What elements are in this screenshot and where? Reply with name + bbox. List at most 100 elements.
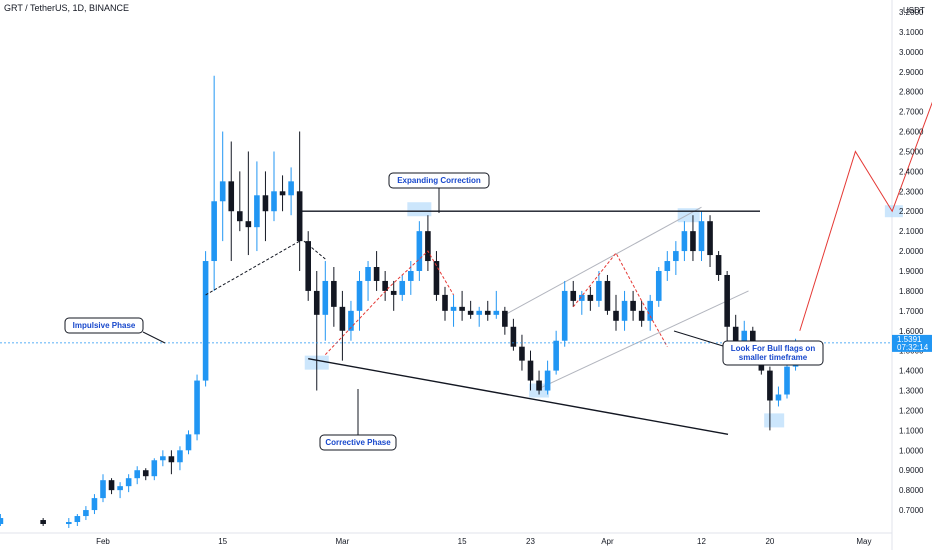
candle-body	[493, 310, 500, 315]
y-tick-label: 2.7000	[899, 108, 924, 117]
y-tick-label: 2.4000	[899, 167, 924, 176]
y-tick-label: 2.9000	[899, 68, 924, 77]
candle-body	[519, 346, 525, 361]
y-tick-label: 0.8000	[899, 486, 924, 495]
touch-highlight	[764, 413, 785, 428]
candle-body	[467, 310, 474, 315]
candle-body	[194, 380, 200, 435]
candle-body	[66, 522, 72, 525]
price-tag	[892, 334, 932, 352]
candle-body	[408, 270, 414, 281]
candle-body	[168, 456, 175, 463]
candle-body	[630, 300, 636, 311]
candle-body	[142, 470, 149, 477]
candle-body	[339, 306, 346, 331]
candle-body	[613, 310, 619, 321]
countdown-label: 07:32:14	[897, 343, 929, 352]
candles-layer	[0, 75, 799, 528]
callout-box	[64, 317, 144, 334]
candle-body	[442, 294, 448, 311]
candle-body	[553, 340, 559, 371]
y-tick-label: 2.5000	[899, 147, 924, 156]
y-tick-label: 0.9000	[899, 466, 924, 475]
candle-body	[228, 181, 235, 212]
candle-body	[0, 518, 4, 525]
y-tick-label: 2.1000	[899, 227, 924, 236]
candle-body	[399, 280, 406, 295]
y-tick-label: 1.8000	[899, 287, 924, 296]
candle-body	[784, 366, 790, 395]
candle-body	[690, 231, 696, 252]
candle-body	[724, 274, 730, 327]
candle-body	[177, 450, 183, 463]
candle-body	[305, 241, 311, 291]
y-tick-label: 1.6000	[899, 327, 924, 336]
candle-body	[322, 280, 329, 315]
candle-body	[647, 300, 653, 321]
currency-label: USDT	[903, 6, 925, 15]
x-tick-label: 23	[526, 537, 535, 546]
touch-highlight	[884, 205, 903, 218]
dashed-wave-red	[572, 252, 668, 347]
y-tick-label: 1.1000	[899, 426, 924, 435]
support-line	[308, 357, 729, 436]
x-tick-label: 12	[697, 537, 706, 546]
candle-body	[544, 370, 551, 391]
callout-box	[388, 172, 490, 189]
candle-body	[40, 520, 46, 525]
drawings-layer	[0, 101, 932, 436]
y-axis: 3.2000 3.1000 3.0000 2.9000 2.8000 2.7000 2.60…	[892, 6, 932, 515]
candle-body	[767, 370, 773, 401]
candle-body	[732, 326, 739, 341]
touch-highlight	[407, 202, 432, 217]
y-tick-label: 0.7000	[899, 506, 924, 515]
candle-body	[279, 191, 286, 196]
x-axis: Feb 15 Mar 15 23 Apr 12 20 May	[96, 537, 871, 546]
candle-body	[254, 195, 260, 228]
candle-body	[100, 480, 106, 499]
candle-body	[459, 306, 465, 311]
y-tick-label: 1.2000	[899, 406, 924, 415]
y-tick-label: 1.7000	[899, 307, 924, 316]
candle-body	[715, 255, 722, 275]
candle-body	[433, 261, 440, 295]
candle-body	[365, 267, 371, 281]
callouts-layer: Impulsive Phase Expanding Correction Corre…	[64, 172, 824, 451]
callout-text: Impulsive Phase	[73, 321, 136, 330]
chart-title: GRT / TetherUS, 1D, BINANCE	[4, 3, 130, 13]
highlight-layer	[304, 202, 903, 428]
candle-body	[262, 195, 269, 212]
candle-body	[117, 486, 123, 491]
y-tick-label: 1.3000	[899, 387, 924, 396]
x-tick-label: Feb	[96, 537, 110, 546]
y-tick-label: 2.2000	[899, 207, 924, 216]
candle-body	[219, 181, 226, 202]
candle-body	[83, 510, 89, 517]
corrective-phase-callout: Corrective Phase	[319, 389, 397, 451]
expanding-correction-callout: Expanding Correction	[388, 172, 490, 213]
candle-body	[202, 261, 209, 381]
candle-body	[681, 231, 688, 252]
x-tick-label: 20	[765, 537, 774, 546]
dashed-wave-red	[324, 250, 454, 356]
dashed-wave-line	[205, 240, 300, 296]
candle-body	[510, 326, 517, 347]
candle-body	[134, 470, 140, 479]
callout-text: Expanding Correction	[397, 176, 481, 185]
candle-body	[741, 330, 748, 341]
candle-body	[185, 434, 192, 451]
candle-body	[288, 181, 294, 196]
candle-body	[211, 201, 217, 262]
candle-body	[151, 460, 158, 477]
x-tick-label: Mar	[336, 537, 350, 546]
candle-body	[245, 221, 252, 228]
candle-body	[527, 360, 534, 381]
y-tick-label: 3.2000	[899, 8, 924, 17]
candle-body	[502, 310, 508, 327]
candle-body	[91, 498, 98, 511]
grid-layer	[0, 0, 893, 550]
y-tick-label: 2.0000	[899, 247, 924, 256]
candle-body	[373, 267, 380, 281]
candle-body	[587, 294, 594, 301]
